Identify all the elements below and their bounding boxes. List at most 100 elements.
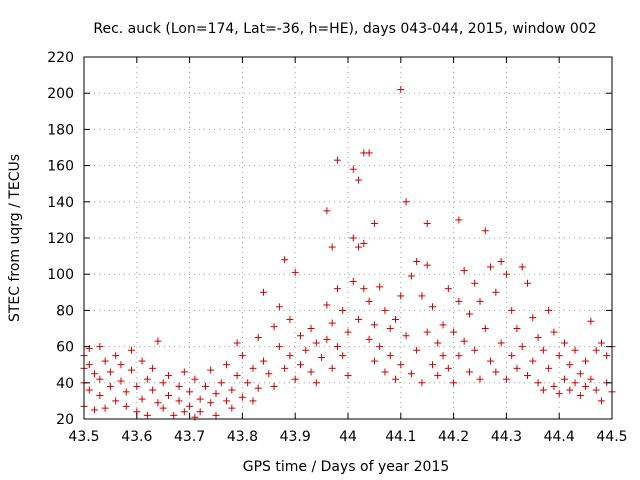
data-point <box>360 239 368 247</box>
data-point <box>370 220 378 228</box>
data-point <box>96 391 104 399</box>
data-point <box>128 346 136 354</box>
data-point <box>597 339 605 347</box>
data-point <box>275 343 283 351</box>
data-point <box>550 382 558 390</box>
data-point <box>91 406 99 414</box>
data-point <box>333 343 341 351</box>
data-point <box>180 368 188 376</box>
x-tick-label: 44.2 <box>438 429 469 445</box>
data-point <box>487 357 495 365</box>
data-point <box>349 165 357 173</box>
y-tick-label: 120 <box>47 231 74 247</box>
data-point <box>444 364 452 372</box>
data-point <box>96 375 104 383</box>
data-point <box>502 375 510 383</box>
data-point <box>307 325 315 332</box>
data-point <box>508 306 516 314</box>
x-tick-label: 44.5 <box>596 429 627 445</box>
data-point <box>381 306 389 314</box>
data-point <box>333 156 341 164</box>
data-point <box>545 364 553 372</box>
data-point <box>175 382 183 390</box>
y-tick-label: 40 <box>56 376 74 392</box>
data-point <box>370 357 378 365</box>
x-tick-label: 44 <box>339 429 357 445</box>
data-point <box>101 404 109 412</box>
data-point <box>223 361 231 369</box>
data-point <box>233 372 241 380</box>
data-point <box>582 382 590 390</box>
data-point <box>587 375 595 383</box>
y-tick-label: 140 <box>47 195 74 211</box>
y-tick-label: 160 <box>47 159 74 175</box>
data-points <box>80 86 616 421</box>
data-point <box>365 335 373 343</box>
data-point <box>497 339 505 347</box>
data-point <box>344 328 352 336</box>
data-point <box>465 310 473 318</box>
data-point <box>106 368 114 376</box>
x-tick-label: 43.9 <box>280 429 311 445</box>
data-point <box>143 411 151 419</box>
data-point <box>534 334 542 342</box>
data-point <box>423 220 431 228</box>
data-point <box>128 366 136 374</box>
data-point <box>318 353 326 361</box>
data-point <box>228 404 236 412</box>
data-point <box>339 306 347 314</box>
data-point <box>207 366 215 374</box>
data-point <box>149 386 157 394</box>
data-point <box>460 267 468 275</box>
y-tick-label: 100 <box>47 267 74 283</box>
x-tick-label: 44.3 <box>491 429 522 445</box>
data-point <box>170 411 178 419</box>
data-point <box>418 292 426 300</box>
data-point <box>207 399 215 407</box>
data-point <box>402 332 410 340</box>
x-tick-label: 44.4 <box>544 429 575 445</box>
data-point <box>566 386 574 394</box>
data-point <box>154 337 162 345</box>
data-point <box>487 263 495 271</box>
data-point <box>386 352 394 360</box>
data-point <box>265 370 273 378</box>
data-point <box>291 268 299 276</box>
data-point <box>471 346 479 354</box>
data-point <box>587 317 595 325</box>
data-point <box>254 334 262 342</box>
data-point <box>275 303 283 311</box>
data-point <box>476 297 484 305</box>
x-axis: 43.5 43.6 43.7 43.8 43.9 44 44.1 44.2 44.3 44.4 44… <box>68 57 628 445</box>
data-point <box>328 319 336 327</box>
data-point <box>186 402 194 410</box>
data-point <box>254 384 262 392</box>
data-point <box>571 346 579 354</box>
data-point <box>471 279 479 287</box>
x-tick-label: 44.1 <box>385 429 416 445</box>
data-point <box>476 375 484 383</box>
data-point <box>365 297 373 305</box>
data-point <box>101 357 109 365</box>
data-point <box>481 325 489 332</box>
data-point <box>518 343 526 351</box>
data-point <box>428 361 436 369</box>
data-point <box>439 352 447 360</box>
data-point <box>576 391 584 399</box>
data-point <box>260 288 268 296</box>
data-point <box>133 382 141 390</box>
data-point <box>323 207 331 215</box>
data-point <box>582 357 590 365</box>
data-point <box>381 368 389 376</box>
data-point <box>286 315 294 323</box>
data-point <box>196 395 204 403</box>
data-point <box>238 393 246 401</box>
data-point <box>450 328 458 336</box>
x-tick-label: 43.7 <box>174 429 205 445</box>
data-point <box>349 234 357 242</box>
data-point <box>191 413 199 421</box>
data-point <box>407 272 415 280</box>
data-point <box>355 243 363 251</box>
data-point <box>370 321 378 329</box>
data-point <box>603 352 611 360</box>
